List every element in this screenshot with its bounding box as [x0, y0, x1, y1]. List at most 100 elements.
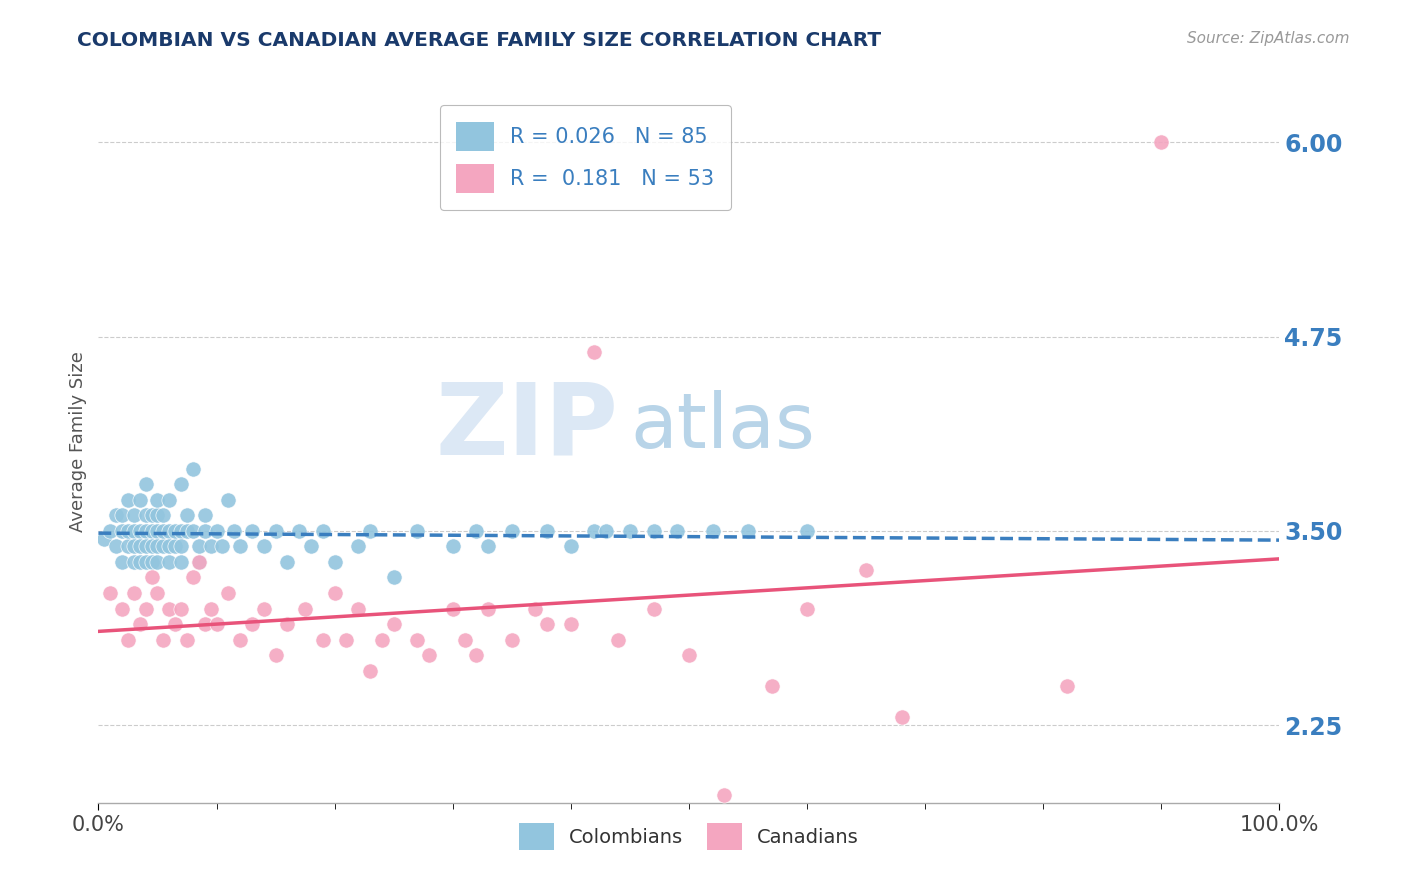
Point	[194, 617, 217, 632]
Point	[187, 555, 209, 569]
Point	[217, 492, 239, 507]
Point	[890, 710, 912, 724]
Point	[141, 555, 163, 569]
Point	[323, 586, 346, 600]
Point	[536, 524, 558, 538]
Point	[111, 524, 134, 538]
Point	[200, 540, 222, 554]
Point	[453, 632, 475, 647]
Point	[240, 617, 263, 632]
Point	[111, 555, 134, 569]
Point	[157, 601, 180, 615]
Point	[465, 648, 488, 663]
Point	[152, 632, 174, 647]
Point	[117, 492, 139, 507]
Point	[176, 508, 198, 523]
Point	[98, 524, 121, 538]
Text: atlas: atlas	[630, 390, 814, 464]
Point	[111, 601, 134, 615]
Point	[152, 524, 174, 538]
Text: Source: ZipAtlas.com: Source: ZipAtlas.com	[1187, 31, 1350, 46]
Point	[93, 532, 115, 546]
Point	[371, 632, 394, 647]
Point	[122, 508, 145, 523]
Point	[406, 632, 429, 647]
Point	[347, 601, 370, 615]
Point	[181, 570, 204, 584]
Point	[157, 524, 180, 538]
Point	[312, 524, 335, 538]
Point	[200, 601, 222, 615]
Point	[135, 524, 157, 538]
Point	[165, 617, 187, 632]
Point	[335, 632, 357, 647]
Point	[187, 555, 209, 569]
Point	[135, 601, 157, 615]
Y-axis label: Average Family Size: Average Family Size	[69, 351, 87, 532]
Point	[141, 524, 163, 538]
Point	[583, 524, 606, 538]
Point	[441, 601, 464, 615]
Point	[595, 524, 617, 538]
Point	[122, 555, 145, 569]
Point	[170, 524, 193, 538]
Point	[117, 632, 139, 647]
Point	[229, 540, 252, 554]
Point	[560, 617, 582, 632]
Point	[157, 492, 180, 507]
Point	[294, 601, 316, 615]
Point	[205, 524, 228, 538]
Point	[157, 555, 180, 569]
Point	[146, 508, 169, 523]
Point	[477, 540, 499, 554]
Point	[170, 601, 193, 615]
Point	[229, 632, 252, 647]
Point	[737, 524, 759, 538]
Point	[146, 524, 169, 538]
Point	[224, 524, 246, 538]
Point	[465, 524, 488, 538]
Point	[796, 601, 818, 615]
Point	[128, 524, 150, 538]
Point	[135, 508, 157, 523]
Point	[276, 555, 298, 569]
Point	[1056, 679, 1078, 693]
Point	[170, 540, 193, 554]
Point	[181, 524, 204, 538]
Point	[253, 540, 276, 554]
Point	[382, 617, 405, 632]
Point	[347, 540, 370, 554]
Point	[501, 524, 523, 538]
Point	[288, 524, 311, 538]
Point	[122, 540, 145, 554]
Point	[299, 540, 322, 554]
Point	[176, 524, 198, 538]
Point	[146, 555, 169, 569]
Point	[761, 679, 783, 693]
Text: COLOMBIAN VS CANADIAN AVERAGE FAMILY SIZE CORRELATION CHART: COLOMBIAN VS CANADIAN AVERAGE FAMILY SIZ…	[77, 31, 882, 50]
Point	[276, 617, 298, 632]
Point	[165, 524, 187, 538]
Point	[1150, 136, 1173, 150]
Point	[359, 664, 381, 678]
Point	[702, 524, 724, 538]
Point	[117, 540, 139, 554]
Point	[240, 524, 263, 538]
Point	[170, 477, 193, 491]
Point	[678, 648, 700, 663]
Point	[146, 492, 169, 507]
Point	[152, 540, 174, 554]
Point	[152, 508, 174, 523]
Point	[141, 570, 163, 584]
Point	[105, 540, 128, 554]
Point	[441, 540, 464, 554]
Point	[501, 632, 523, 647]
Point	[141, 540, 163, 554]
Point	[135, 540, 157, 554]
Text: ZIP: ZIP	[436, 378, 619, 475]
Point	[418, 648, 440, 663]
Point	[536, 617, 558, 632]
Point	[170, 555, 193, 569]
Point	[643, 524, 665, 538]
Point	[122, 524, 145, 538]
